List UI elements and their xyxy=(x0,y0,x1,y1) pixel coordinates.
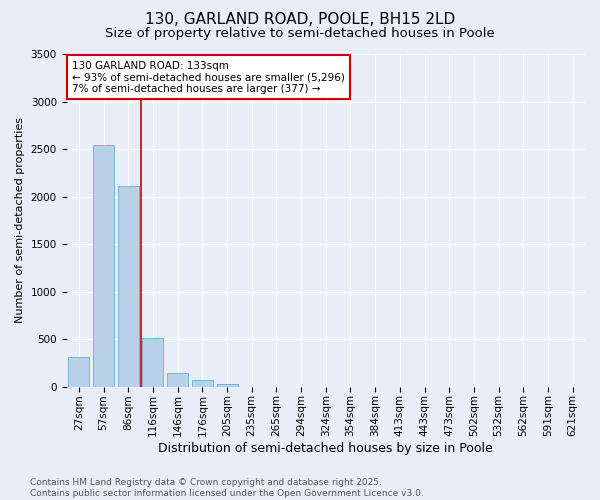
Bar xyxy=(93,145,114,386)
Text: Size of property relative to semi-detached houses in Poole: Size of property relative to semi-detach… xyxy=(105,28,495,40)
Bar xyxy=(68,357,89,386)
Bar xyxy=(192,380,213,386)
Text: 130 GARLAND ROAD: 133sqm
← 93% of semi-detached houses are smaller (5,296)
7% of: 130 GARLAND ROAD: 133sqm ← 93% of semi-d… xyxy=(72,60,344,94)
Bar xyxy=(142,338,163,386)
Text: Contains HM Land Registry data © Crown copyright and database right 2025.
Contai: Contains HM Land Registry data © Crown c… xyxy=(30,478,424,498)
X-axis label: Distribution of semi-detached houses by size in Poole: Distribution of semi-detached houses by … xyxy=(158,442,493,455)
Bar xyxy=(217,384,238,386)
Bar xyxy=(118,186,139,386)
Text: 130, GARLAND ROAD, POOLE, BH15 2LD: 130, GARLAND ROAD, POOLE, BH15 2LD xyxy=(145,12,455,28)
Y-axis label: Number of semi-detached properties: Number of semi-detached properties xyxy=(15,118,25,324)
Bar xyxy=(167,373,188,386)
